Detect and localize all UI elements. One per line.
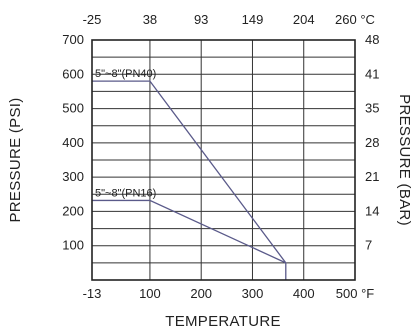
series-line — [92, 199, 287, 264]
y-tick-label-bar: 48 — [365, 32, 379, 47]
y-tick-label-bar: 28 — [365, 135, 379, 150]
series — [92, 80, 287, 280]
x-tick-label-celsius: 93 — [194, 12, 208, 27]
x-tick-label-fahrenheit: 500 °F — [336, 286, 375, 301]
x-tick-label-celsius: 38 — [143, 12, 157, 27]
y-tick-label-bar: 21 — [365, 169, 379, 184]
y-tick-label-psi: 200 — [62, 203, 84, 218]
plot-frame — [91, 39, 356, 281]
x-tick-label-fahrenheit: 400 — [293, 286, 315, 301]
series-label: 5"~8"(PN40) — [95, 68, 156, 80]
y-tick-label-bar: 7 — [365, 238, 372, 253]
series-line — [92, 80, 287, 280]
y-tick-label-bar: 41 — [365, 66, 379, 81]
x-tick-label-fahrenheit: -13 — [83, 286, 102, 301]
y-axis-title-right: PRESSURE (BAR) — [396, 94, 413, 226]
y-tick-label-psi: 100 — [62, 238, 84, 253]
x-axis-title: TEMPERATURE — [165, 313, 281, 330]
series-label: 5"~8"(PN16) — [95, 187, 156, 199]
x-tick-label-celsius: 260 °C — [335, 12, 375, 27]
x-tick-label-celsius: 149 — [242, 12, 264, 27]
y-axis-title-left: PRESSURE (PSI) — [7, 97, 24, 222]
y-tick-label-bar: 14 — [365, 203, 379, 218]
x-tick-label-fahrenheit: 100 — [139, 286, 161, 301]
y-tick-label-psi: 400 — [62, 135, 84, 150]
x-tick-label-fahrenheit: 300 — [242, 286, 264, 301]
x-tick-label-fahrenheit: 200 — [190, 286, 212, 301]
y-tick-label-psi: 500 — [62, 101, 84, 116]
x-tick-label-celsius: -25 — [83, 12, 102, 27]
ticks: -13 100 200 300 400 500 °F -25 38 93 149 204 260 °C… — [62, 12, 379, 301]
series-labels: 5"~8"(PN40) 5"~8"(PN16) — [95, 68, 156, 199]
y-tick-label-psi: 700 — [62, 32, 84, 47]
y-tick-label-psi: 300 — [62, 169, 84, 184]
x-tick-label-celsius: 204 — [293, 12, 315, 27]
y-tick-label-bar: 35 — [365, 101, 379, 116]
grid — [92, 40, 355, 280]
y-tick-label-psi: 600 — [62, 66, 84, 81]
